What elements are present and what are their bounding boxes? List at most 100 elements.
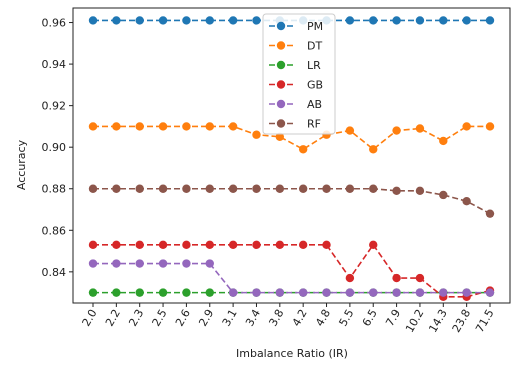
data-point-ab <box>88 259 98 268</box>
data-point-rf <box>275 184 285 193</box>
data-point-ab <box>135 259 144 268</box>
data-point-gb <box>228 240 238 250</box>
legend-marker-rf <box>276 119 286 128</box>
data-point-rf <box>112 184 121 193</box>
data-point-pm <box>112 16 121 25</box>
legend-label-rf: RF <box>307 118 321 131</box>
data-point-rf <box>369 184 378 193</box>
data-point-ab <box>205 259 214 268</box>
data-point-pm <box>345 16 355 25</box>
data-point-lr <box>112 288 121 297</box>
x-tick-label: 4.2 <box>290 307 310 329</box>
data-point-rf <box>322 184 331 193</box>
legend-label-ab: AB <box>307 98 322 111</box>
x-tick-label: 7.9 <box>383 307 403 329</box>
x-tick-label: 10.2 <box>403 307 427 335</box>
data-point-lr <box>158 288 168 297</box>
data-point-dt <box>228 122 238 131</box>
data-point-ab <box>275 288 285 297</box>
x-tick-label: 5.5 <box>336 307 356 329</box>
x-tick-label: 23.8 <box>450 307 474 335</box>
y-axis-label: Accuracy <box>15 139 28 190</box>
data-point-dt <box>345 126 355 135</box>
x-tick-label: 3.4 <box>243 307 263 329</box>
data-point-rf <box>182 184 191 193</box>
data-point-pm <box>205 16 214 25</box>
data-point-pm <box>462 16 471 25</box>
legend-label-dt: DT <box>307 40 322 53</box>
legend: PM DT LR GB AB RF <box>262 13 336 135</box>
data-point-ab <box>415 288 425 297</box>
data-point-rf <box>88 184 98 193</box>
x-tick-label: 2.2 <box>103 307 123 329</box>
data-point-dt <box>158 122 168 131</box>
data-point-rf <box>298 184 308 193</box>
data-point-ab <box>392 288 401 297</box>
data-point-gb <box>275 240 285 250</box>
x-tick-label: 71.5 <box>473 307 497 335</box>
data-point-dt <box>205 122 214 131</box>
legend-marker-pm <box>276 21 286 31</box>
data-point-dt <box>462 122 471 131</box>
data-point-pm <box>158 16 168 25</box>
y-tick-label: 0.86 <box>42 224 67 237</box>
data-point-gb <box>88 240 98 250</box>
data-point-rf <box>485 209 495 218</box>
plot-frame <box>72 7 511 304</box>
legend-marker-ab <box>276 99 286 109</box>
data-point-gb <box>392 273 401 283</box>
data-point-dt <box>88 122 98 131</box>
data-point-pm <box>228 16 238 25</box>
data-point-gb <box>369 240 378 250</box>
data-point-ab <box>322 288 331 297</box>
data-point-gb <box>298 240 308 250</box>
data-point-gb <box>252 240 261 250</box>
data-point-ab <box>158 259 168 268</box>
data-point-ab <box>439 288 448 297</box>
data-point-pm <box>135 16 144 25</box>
y-tick-label: 0.84 <box>42 266 67 279</box>
data-point-rf <box>415 186 425 196</box>
y-tick-label: 0.90 <box>42 141 67 154</box>
data-point-gb <box>135 240 144 250</box>
data-point-pm <box>392 16 401 25</box>
data-point-ab <box>112 259 121 268</box>
data-point-gb <box>345 273 355 283</box>
data-point-pm <box>369 16 378 25</box>
data-point-dt <box>439 136 448 146</box>
data-point-dt <box>275 132 285 142</box>
data-point-gb <box>112 240 121 250</box>
data-point-gb <box>158 240 168 250</box>
legend-label-pm: PM <box>307 20 323 33</box>
legend-label-lr: LR <box>307 59 321 72</box>
x-tick-label: 2.0 <box>80 307 100 329</box>
legend-marker-lr <box>276 60 286 70</box>
x-tick-label: 3.8 <box>266 307 286 329</box>
data-point-pm <box>415 16 425 25</box>
data-point-rf <box>205 184 214 193</box>
data-point-ab <box>298 288 308 297</box>
data-point-rf <box>252 184 261 193</box>
plot-area: 0.84 0.86 0.88 0.90 0.92 0.94 0.96 2.0 2.2 2.3 2.5… <box>42 7 511 335</box>
x-tick-label: 2.9 <box>196 307 216 329</box>
data-point-dt <box>485 122 495 131</box>
data-point-gb <box>322 240 331 250</box>
data-point-ab <box>369 288 378 297</box>
data-point-ab <box>485 288 495 297</box>
data-point-pm <box>182 16 191 25</box>
data-point-ab <box>182 259 191 268</box>
data-point-rf <box>158 184 168 193</box>
data-point-lr <box>182 288 191 297</box>
data-point-pm <box>252 16 261 25</box>
y-tick-label: 0.96 <box>42 17 67 30</box>
data-point-pm <box>485 16 495 25</box>
x-tick-label: 6.5 <box>360 307 380 329</box>
data-point-lr <box>205 288 214 297</box>
data-point-dt <box>392 126 401 135</box>
data-point-gb <box>415 273 425 283</box>
data-point-rf <box>462 197 471 206</box>
data-point-pm <box>88 16 98 25</box>
data-point-ab <box>228 288 238 297</box>
data-point-ab <box>252 288 261 297</box>
